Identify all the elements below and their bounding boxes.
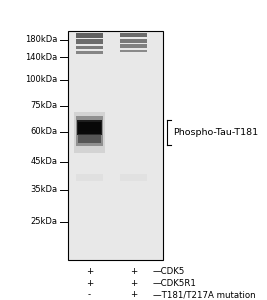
Text: 35kDa: 35kDa	[30, 185, 58, 194]
Text: -: -	[88, 290, 91, 299]
Bar	[120, 33, 147, 38]
Text: —CDK5R1: —CDK5R1	[153, 279, 197, 288]
Text: 60kDa: 60kDa	[30, 128, 58, 136]
Bar	[76, 40, 103, 44]
Text: 100kDa: 100kDa	[25, 76, 58, 85]
Bar	[74, 112, 105, 154]
Text: 180kDa: 180kDa	[25, 35, 58, 44]
Bar	[76, 51, 103, 54]
Bar	[76, 46, 103, 50]
Text: 140kDa: 140kDa	[25, 52, 58, 62]
Bar	[78, 122, 101, 134]
Text: —T181/T217A mutation: —T181/T217A mutation	[153, 290, 256, 299]
Bar	[78, 131, 101, 143]
Text: +: +	[130, 279, 137, 288]
Bar	[68, 31, 163, 260]
Bar	[120, 39, 147, 43]
Bar	[76, 174, 103, 181]
Bar	[120, 174, 147, 181]
Bar	[120, 44, 147, 48]
Bar	[77, 120, 102, 135]
Bar	[120, 50, 147, 52]
Text: +: +	[86, 267, 93, 276]
Bar	[76, 116, 103, 146]
Text: 45kDa: 45kDa	[31, 157, 58, 166]
Text: Phospho-Tau-T181: Phospho-Tau-T181	[173, 128, 258, 137]
Text: +: +	[130, 267, 137, 276]
Text: +: +	[86, 279, 93, 288]
Text: —CDK5: —CDK5	[153, 267, 185, 276]
Text: 25kDa: 25kDa	[31, 217, 58, 226]
Text: +: +	[130, 290, 137, 299]
Text: 75kDa: 75kDa	[30, 101, 58, 110]
Bar	[76, 33, 103, 38]
